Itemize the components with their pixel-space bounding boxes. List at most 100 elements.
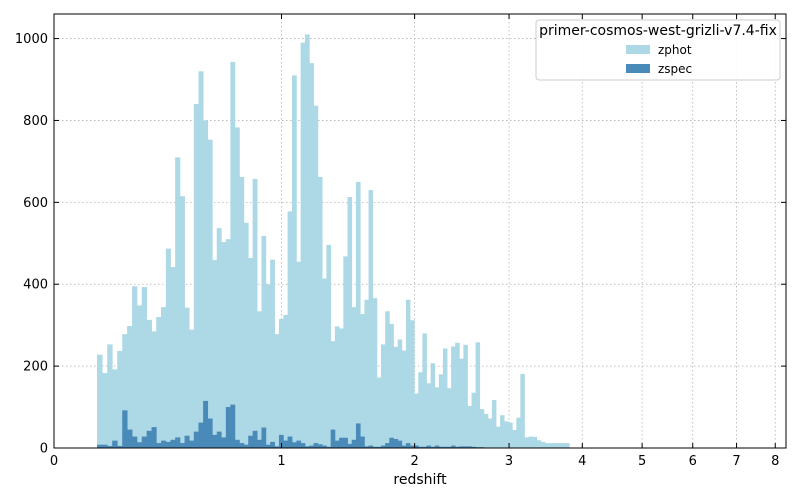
- zphot-bar: [175, 157, 181, 448]
- zphot-bar: [351, 307, 357, 448]
- zphot-bar: [309, 63, 314, 448]
- zphot-bar: [283, 314, 289, 448]
- zphot-bar: [203, 120, 209, 449]
- zphot-bar: [516, 417, 521, 448]
- zspec-bar: [170, 439, 176, 448]
- zphot-bar: [479, 409, 485, 448]
- zphot-bar: [520, 373, 525, 448]
- zspec-bar: [234, 439, 240, 448]
- zspec-bar: [317, 444, 323, 448]
- zspec-bar: [151, 427, 157, 448]
- zphot-bar: [326, 244, 332, 448]
- legend: primer-cosmos-west-grizli-v7.4-fix zphot…: [535, 19, 781, 81]
- zspec-bar: [274, 446, 280, 448]
- zspec-bar: [389, 437, 394, 448]
- zphot-bar: [467, 405, 472, 448]
- zphot-bar: [524, 437, 529, 448]
- zspec-bar: [322, 445, 327, 448]
- x-tick-label: 1: [277, 454, 285, 469]
- x-tick-label: 6: [689, 454, 697, 469]
- zphot-bar: [504, 421, 509, 448]
- zspec-bar: [414, 445, 419, 448]
- zphot-bar: [471, 392, 476, 448]
- zphot-bar: [565, 443, 570, 448]
- zphot-bar: [221, 242, 227, 448]
- zspec-bar: [216, 431, 222, 448]
- zphot-bar: [230, 61, 236, 448]
- zspec-bar: [304, 446, 310, 448]
- zphot-bar: [418, 372, 423, 448]
- zspec-bar: [368, 445, 374, 448]
- zspec-bar: [117, 445, 123, 448]
- zspec-bar: [161, 440, 167, 448]
- zspec-bar: [360, 436, 365, 448]
- zphot-bar: [287, 211, 293, 448]
- zphot-bar: [261, 235, 267, 448]
- zphot-bar: [141, 287, 148, 448]
- zspec-bar: [252, 430, 258, 448]
- x-tick-label: 0: [50, 454, 58, 469]
- zphot-bar: [410, 320, 415, 448]
- zphot-bar: [170, 267, 176, 448]
- zphot-bar: [334, 326, 340, 448]
- zphot-bar: [561, 443, 566, 448]
- zphot-bar: [536, 440, 542, 448]
- zphot-bar: [132, 286, 138, 448]
- zphot-bar: [112, 369, 118, 448]
- zspec-bar: [97, 444, 103, 448]
- zspec-bar: [165, 441, 171, 448]
- zspec-bar: [376, 446, 382, 448]
- zphot-bar: [422, 333, 427, 448]
- zphot-bar: [216, 228, 222, 448]
- legend-label-zspec: zspec: [658, 62, 692, 76]
- zspec-bar: [225, 407, 231, 448]
- zphot-bar: [475, 342, 481, 448]
- zspec-bar: [405, 443, 411, 448]
- zphot-bar: [339, 328, 344, 448]
- zphot-bar: [189, 329, 195, 448]
- zspec-bar: [283, 440, 289, 448]
- zspec-bar: [430, 446, 436, 448]
- zphot-bar: [364, 299, 369, 448]
- zphot-bar: [151, 331, 157, 448]
- zphot-bar: [257, 311, 262, 448]
- zphot-bar: [234, 127, 240, 448]
- zphot-bar: [372, 298, 378, 448]
- zspec-bar: [141, 436, 148, 448]
- zphot-bar: [243, 222, 249, 448]
- zspec-bar: [221, 437, 227, 448]
- zphot-bar: [442, 348, 448, 448]
- zphot-bar: [265, 284, 271, 448]
- zphot-bar: [225, 239, 231, 448]
- zphot-bar: [212, 260, 218, 448]
- zphot-bar: [401, 350, 407, 448]
- zphot-bar: [500, 415, 505, 448]
- zspec-bar: [309, 445, 314, 448]
- zphot-bar: [274, 334, 280, 448]
- zspec-bar: [422, 446, 427, 448]
- zphot-bar: [117, 350, 123, 448]
- zphot-bar: [278, 319, 284, 448]
- zphot-bar: [508, 422, 513, 448]
- zphot-bar: [455, 342, 460, 448]
- zspec-bar: [347, 443, 353, 448]
- zphot-bar: [438, 374, 444, 448]
- zphot-bar: [447, 388, 452, 448]
- zspec-bar: [207, 418, 213, 448]
- zphot-bar: [544, 443, 550, 448]
- zspec-bar: [438, 446, 444, 448]
- zspec-bar: [261, 427, 267, 448]
- plot-frame: [53, 13, 787, 449]
- zspec-bar: [364, 446, 369, 448]
- zspec-bar: [401, 445, 407, 448]
- zspec-bar: [343, 437, 348, 448]
- zspec-bar: [330, 429, 336, 448]
- y-tick-label: 600: [23, 196, 48, 211]
- zphot-bar: [102, 373, 108, 448]
- zphot-bar: [161, 307, 167, 448]
- zspec-bar: [351, 439, 357, 448]
- zspec-bar: [451, 445, 456, 448]
- y-axis-ticks: 0 200 400 600 800 1000: [15, 32, 786, 457]
- zphot-bar: [193, 104, 199, 448]
